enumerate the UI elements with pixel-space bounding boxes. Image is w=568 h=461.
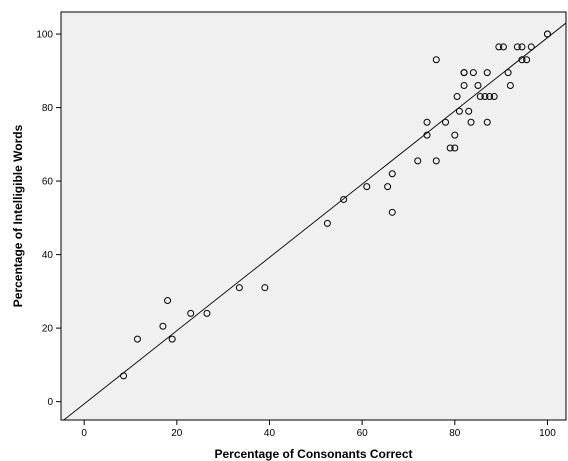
data-point xyxy=(474,82,482,90)
y-axis-title: Percentage of Intelligible Words xyxy=(11,124,25,307)
data-point xyxy=(388,170,396,178)
data-point xyxy=(460,69,468,77)
data-point xyxy=(518,56,526,64)
data-point xyxy=(527,43,535,51)
data-point xyxy=(187,309,195,317)
data-point xyxy=(446,144,454,152)
x-tick-label: 60 xyxy=(357,428,369,439)
data-point xyxy=(414,157,422,165)
data-point xyxy=(499,43,507,51)
data-point xyxy=(504,69,512,77)
y-tick-label: 40 xyxy=(42,250,54,261)
data-point xyxy=(323,219,331,227)
data-point xyxy=(465,107,473,115)
data-point xyxy=(384,183,392,191)
data-point xyxy=(340,195,348,203)
data-point xyxy=(451,131,459,139)
data-point xyxy=(483,69,491,77)
data-point xyxy=(423,131,431,139)
x-axis-title: Percentage of Consonants Correct xyxy=(214,447,412,461)
data-point xyxy=(453,93,461,101)
data-point xyxy=(455,107,463,115)
data-point xyxy=(120,372,128,380)
data-point xyxy=(388,208,396,216)
data-point xyxy=(363,183,371,191)
data-point xyxy=(432,56,440,64)
x-tick-label: 40 xyxy=(264,428,276,439)
y-tick-label: 100 xyxy=(36,30,53,41)
x-axis-ticks: 0 20 40 60 80 100 xyxy=(81,420,556,439)
data-point xyxy=(490,93,498,101)
fit-line-layer xyxy=(63,22,566,420)
x-tick-label: 0 xyxy=(81,428,87,439)
x-tick-label: 20 xyxy=(171,428,183,439)
data-point xyxy=(481,93,489,101)
data-point xyxy=(432,157,440,165)
data-point xyxy=(442,118,450,126)
data-point xyxy=(506,82,514,90)
x-tick-label: 80 xyxy=(449,428,461,439)
data-point xyxy=(483,118,491,126)
data-point xyxy=(486,93,494,101)
y-tick-label: 60 xyxy=(42,177,54,188)
data-point xyxy=(523,56,531,64)
data-point xyxy=(168,335,176,343)
x-tick-label: 100 xyxy=(539,428,556,439)
y-tick-label: 80 xyxy=(42,103,54,114)
data-point xyxy=(451,144,459,152)
data-point xyxy=(495,43,503,51)
y-tick-label: 20 xyxy=(42,324,54,335)
data-point xyxy=(460,82,468,90)
data-point xyxy=(513,43,521,51)
data-point xyxy=(159,322,167,330)
y-tick-label: 0 xyxy=(47,397,53,408)
data-point xyxy=(423,118,431,126)
data-points xyxy=(120,30,551,380)
data-point xyxy=(543,30,551,38)
data-point xyxy=(235,284,243,292)
data-point xyxy=(133,335,141,343)
data-point xyxy=(203,309,211,317)
data-point xyxy=(476,93,484,101)
y-axis-ticks: 0 20 40 60 80 100 xyxy=(36,30,61,408)
fit-line xyxy=(63,22,566,420)
data-point xyxy=(261,284,269,292)
data-point xyxy=(518,43,526,51)
plot-area xyxy=(60,11,567,421)
data-point xyxy=(469,69,477,77)
data-point xyxy=(467,118,475,126)
data-point xyxy=(164,297,172,305)
